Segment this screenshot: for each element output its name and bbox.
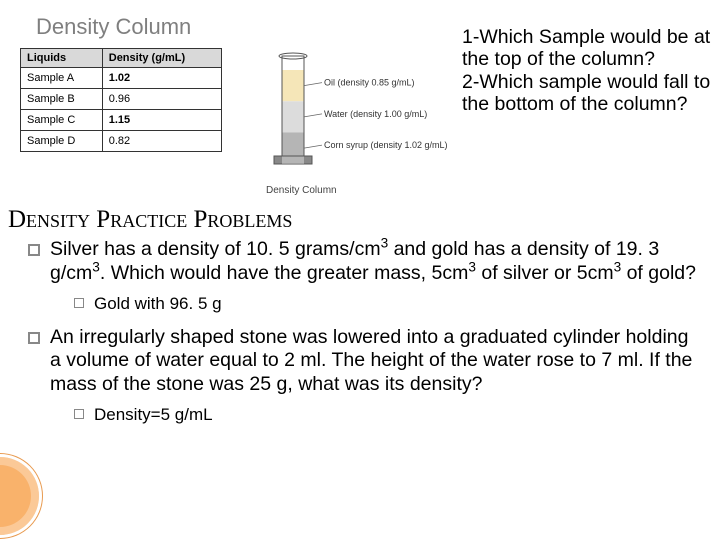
table-row: Sample C1.15: [21, 110, 222, 131]
table-cell-density: 1.02: [102, 68, 221, 89]
table-cell-liquid: Sample A: [21, 68, 103, 89]
bullet-marker-icon: [28, 244, 40, 256]
density-table: Liquids Density (g/mL) Sample A1.02Sampl…: [20, 48, 222, 152]
svg-text:Corn syrup (density 1.02 g/mL): Corn syrup (density 1.02 g/mL): [324, 140, 448, 150]
table-row: Sample B0.96: [21, 89, 222, 110]
bullet-marker-icon: [28, 332, 40, 344]
table-cell-density: 1.15: [102, 110, 221, 131]
table-cell-liquid: Sample C: [21, 110, 103, 131]
svg-text:Water (density 1.00 g/mL): Water (density 1.00 g/mL): [324, 109, 427, 119]
section-heading: Density Practice Problems: [8, 206, 292, 234]
answer-text: Gold with 96. 5 g: [94, 294, 222, 314]
svg-text:Oil (density 0.85 g/mL): Oil (density 0.85 g/mL): [324, 78, 415, 88]
table-cell-liquid: Sample D: [21, 131, 103, 152]
table-cell-density: 0.96: [102, 89, 221, 110]
slide-title: Density Column: [36, 14, 191, 40]
answer-item: Density=5 g/mL: [74, 405, 698, 425]
answer-text: Density=5 g/mL: [94, 405, 213, 425]
table-cell-density: 0.82: [102, 131, 221, 152]
density-column-figure: Oil (density 0.85 g/mL) Water (density 1.…: [264, 48, 460, 196]
problem-text: An irregularly shaped stone was lowered …: [50, 326, 698, 397]
decorative-circle-icon: [0, 454, 42, 538]
problem-text: Silver has a density of 10. 5 grams/cm3 …: [50, 238, 698, 286]
top-section: Liquids Density (g/mL) Sample A1.02Sampl…: [14, 48, 708, 196]
cylinder-caption: Density Column: [266, 185, 337, 196]
sub-bullet-marker-icon: [74, 409, 84, 419]
problems-list: Silver has a density of 10. 5 grams/cm3 …: [28, 238, 698, 437]
answer-item: Gold with 96. 5 g: [74, 294, 698, 314]
table-row: Sample D0.82: [21, 131, 222, 152]
table-header-density: Density (g/mL): [102, 49, 221, 68]
table-row: Sample A1.02: [21, 68, 222, 89]
graduated-cylinder-icon: Oil (density 0.85 g/mL) Water (density 1.…: [264, 48, 460, 182]
problem-item: Silver has a density of 10. 5 grams/cm3 …: [28, 238, 698, 286]
table-cell-liquid: Sample B: [21, 89, 103, 110]
question-text: 1-Which Sample would be at the top of th…: [462, 26, 720, 116]
table-header-liquids: Liquids: [21, 49, 103, 68]
problem-item: An irregularly shaped stone was lowered …: [28, 326, 698, 397]
sub-bullet-marker-icon: [74, 298, 84, 308]
